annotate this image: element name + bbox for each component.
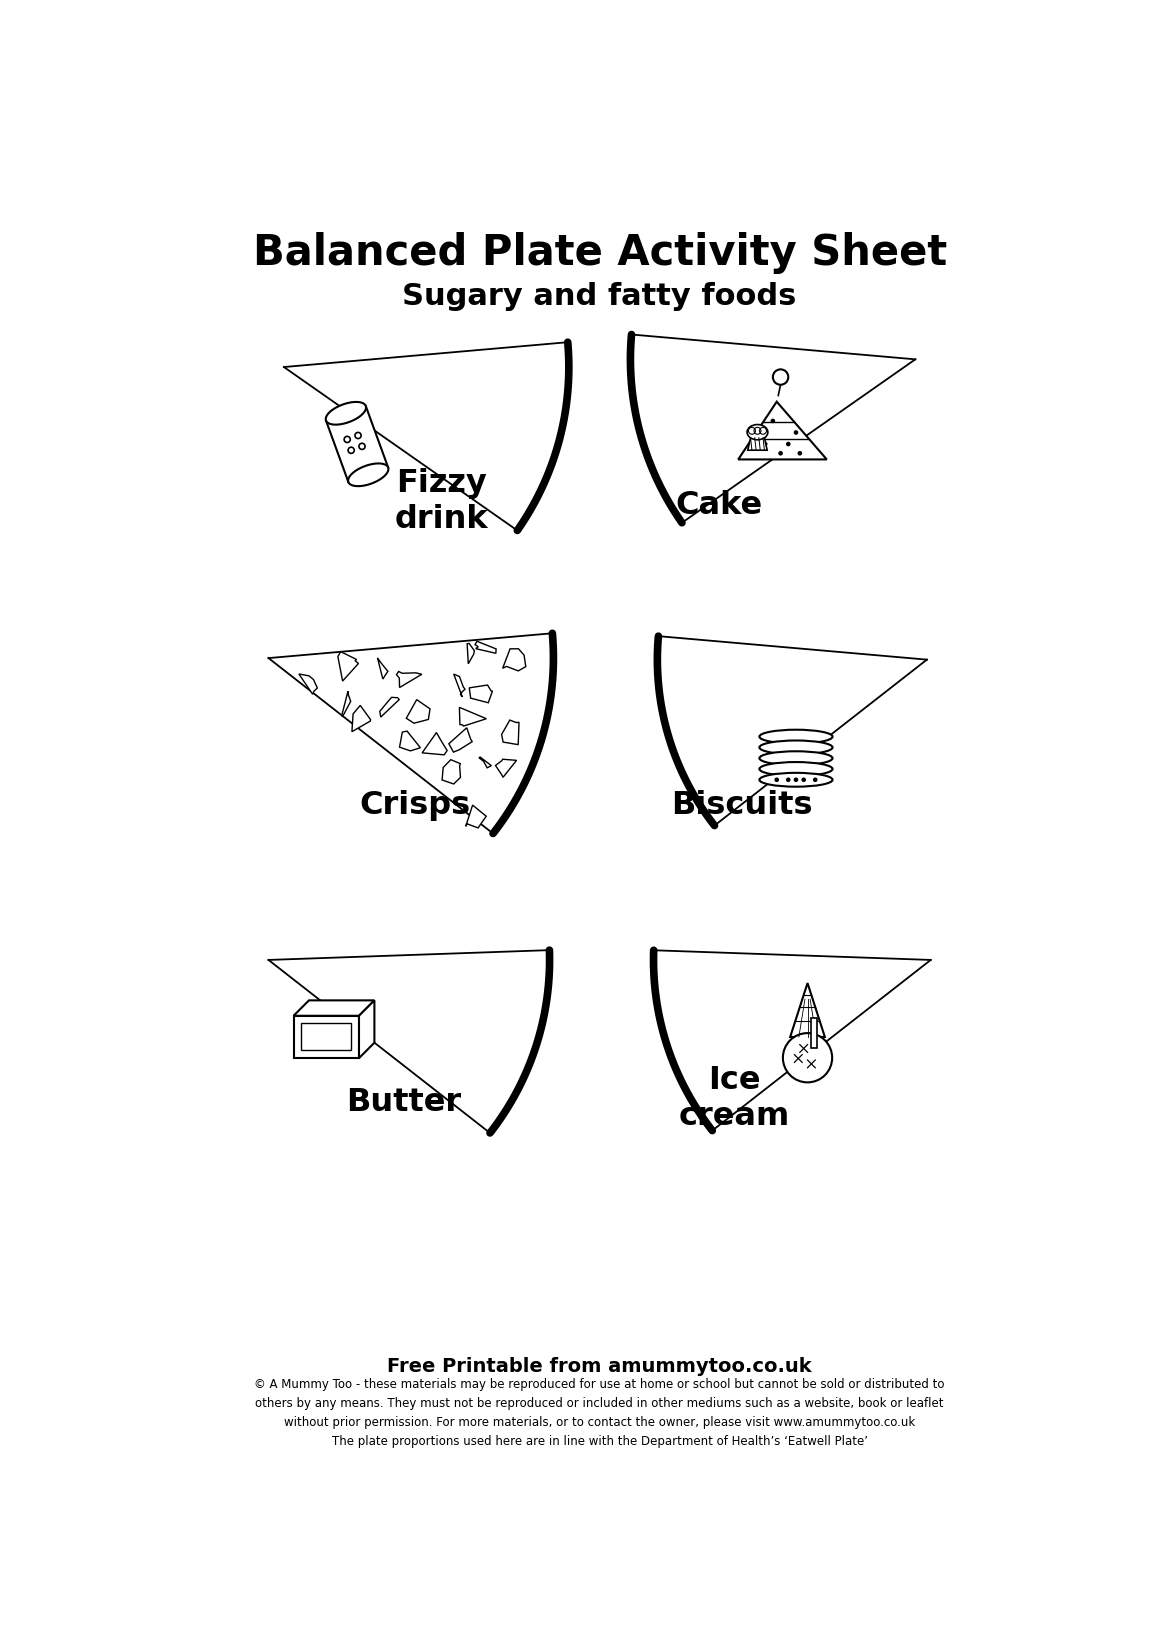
Polygon shape <box>469 685 493 703</box>
Polygon shape <box>406 700 431 723</box>
Text: Biscuits: Biscuits <box>672 791 813 822</box>
Circle shape <box>786 441 791 446</box>
Text: Fizzy
drink: Fizzy drink <box>395 468 489 535</box>
Polygon shape <box>349 463 388 486</box>
Circle shape <box>771 418 776 423</box>
Circle shape <box>801 777 806 782</box>
Polygon shape <box>269 950 550 1133</box>
Polygon shape <box>326 407 388 483</box>
Ellipse shape <box>759 751 833 766</box>
Polygon shape <box>359 1000 374 1057</box>
Polygon shape <box>811 1018 817 1049</box>
Polygon shape <box>475 641 496 654</box>
Polygon shape <box>790 983 825 1038</box>
Text: Crisps: Crisps <box>359 791 470 822</box>
Polygon shape <box>380 697 399 716</box>
Polygon shape <box>738 402 827 460</box>
Polygon shape <box>294 1016 359 1057</box>
Polygon shape <box>748 438 768 450</box>
Polygon shape <box>294 1000 374 1016</box>
Polygon shape <box>631 334 915 522</box>
Text: © A Mummy Too - these materials may be reproduced for use at home or school but : © A Mummy Too - these materials may be r… <box>254 1377 945 1448</box>
Polygon shape <box>325 402 366 425</box>
Polygon shape <box>442 759 461 784</box>
Text: Butter: Butter <box>345 1087 461 1118</box>
Ellipse shape <box>748 425 768 440</box>
Polygon shape <box>467 644 475 664</box>
Polygon shape <box>422 733 447 754</box>
Ellipse shape <box>759 772 833 787</box>
Circle shape <box>813 777 818 782</box>
Circle shape <box>778 451 783 456</box>
Circle shape <box>763 441 768 446</box>
Polygon shape <box>342 692 351 716</box>
Polygon shape <box>378 657 388 679</box>
Polygon shape <box>284 343 569 530</box>
Circle shape <box>793 777 798 782</box>
Ellipse shape <box>759 763 833 776</box>
Polygon shape <box>298 674 317 695</box>
Polygon shape <box>269 632 553 833</box>
Circle shape <box>793 430 798 435</box>
Text: Ice
cream: Ice cream <box>679 1066 790 1131</box>
Polygon shape <box>658 636 927 825</box>
Circle shape <box>786 777 791 782</box>
Ellipse shape <box>759 741 833 754</box>
Polygon shape <box>654 950 930 1130</box>
Circle shape <box>773 369 789 385</box>
Circle shape <box>783 1033 832 1082</box>
Polygon shape <box>399 731 420 751</box>
Text: Sugary and fatty foods: Sugary and fatty foods <box>402 282 797 311</box>
Circle shape <box>798 451 803 456</box>
Polygon shape <box>352 705 371 731</box>
Polygon shape <box>397 672 421 687</box>
Polygon shape <box>479 758 491 768</box>
Text: Balanced Plate Activity Sheet: Balanced Plate Activity Sheet <box>253 232 947 273</box>
Polygon shape <box>495 759 517 777</box>
Polygon shape <box>502 720 519 744</box>
Polygon shape <box>460 707 487 726</box>
Circle shape <box>755 430 759 435</box>
Polygon shape <box>466 805 487 828</box>
Ellipse shape <box>759 730 833 743</box>
Polygon shape <box>449 728 473 753</box>
Text: Cake: Cake <box>675 491 763 520</box>
Polygon shape <box>503 649 525 670</box>
Polygon shape <box>338 652 358 682</box>
Circle shape <box>775 777 779 782</box>
Polygon shape <box>454 674 466 697</box>
Text: Free Printable from amummytoo.co.uk: Free Printable from amummytoo.co.uk <box>387 1357 812 1375</box>
Bar <box>301 1023 351 1051</box>
